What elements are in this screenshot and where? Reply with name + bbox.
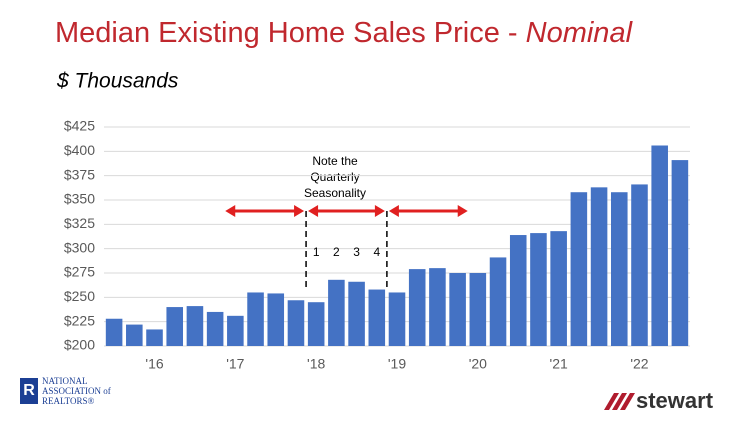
bar	[328, 279, 345, 346]
bar	[651, 145, 668, 346]
bar	[509, 235, 527, 346]
bar	[469, 273, 487, 346]
bar	[550, 231, 567, 346]
title-text: Median Existing Home Sales Price -	[55, 17, 526, 49]
bar	[186, 306, 204, 346]
nar-icon	[20, 378, 38, 404]
annotation-line: Note the	[312, 154, 358, 168]
y-tick-label: $200	[64, 337, 95, 353]
bar	[408, 269, 426, 346]
bar	[267, 293, 285, 346]
bar	[610, 192, 628, 346]
annotation-line: Quarterly	[310, 170, 359, 184]
y-tick-label: $225	[64, 312, 95, 328]
bar	[631, 184, 648, 346]
bar	[671, 160, 689, 346]
bar	[449, 273, 466, 346]
x-tick-label: '18	[307, 356, 325, 372]
x-tick-label: '21	[550, 356, 568, 372]
bar	[388, 292, 406, 346]
bar	[166, 307, 184, 346]
bar	[429, 268, 446, 346]
chart-title: Median Existing Home Sales Price - Nomin…	[55, 17, 634, 49]
bar	[590, 187, 608, 346]
bar	[348, 281, 365, 346]
annotation-line: Seasonality	[304, 186, 366, 200]
bar	[227, 315, 244, 346]
stewart-text: stewart	[636, 388, 714, 413]
x-tick-label: '17	[226, 356, 244, 372]
bar	[146, 329, 163, 346]
nar-text: ASSOCIATION of	[42, 386, 111, 396]
y-tick-label: $375	[64, 166, 95, 182]
quarter-label: 4	[373, 245, 380, 259]
subtitle: $ Thousands	[56, 70, 179, 93]
bar	[105, 318, 123, 346]
y-tick-label: $400	[64, 142, 95, 158]
bar	[489, 257, 507, 346]
annotation: Note the Quarterly Seasonality	[304, 154, 366, 200]
y-tick-label: $250	[64, 288, 95, 304]
y-tick-label: $325	[64, 215, 95, 231]
nar-text: NATIONAL	[42, 376, 88, 386]
x-tick-label: '16	[145, 356, 163, 372]
bar	[307, 302, 325, 346]
stewart-logo: stewart	[604, 388, 714, 413]
nar-logo: R NATIONAL ASSOCIATION of REALTORS®	[20, 376, 111, 406]
bar	[368, 289, 386, 346]
bar	[247, 292, 264, 346]
bar	[126, 324, 143, 346]
y-tick-label: $300	[64, 239, 95, 255]
quarter-label: 2	[333, 245, 340, 259]
title-emphasis: Nominal	[526, 17, 634, 49]
bar	[530, 233, 547, 346]
bar	[206, 311, 224, 346]
nar-icon-letter: R	[23, 382, 35, 399]
x-tick-label: '22	[630, 356, 648, 372]
quarter-label: 1	[313, 245, 320, 259]
y-tick-label: $350	[64, 191, 95, 207]
stewart-icon	[604, 393, 635, 410]
nar-text: REALTORS®	[42, 396, 95, 406]
bar	[287, 300, 305, 346]
bar	[570, 192, 588, 346]
y-tick-label: $425	[64, 118, 95, 134]
quarter-label: 3	[353, 245, 360, 259]
x-tick-label: '20	[469, 356, 487, 372]
y-tick-label: $275	[64, 264, 95, 280]
x-tick-label: '19	[388, 356, 406, 372]
